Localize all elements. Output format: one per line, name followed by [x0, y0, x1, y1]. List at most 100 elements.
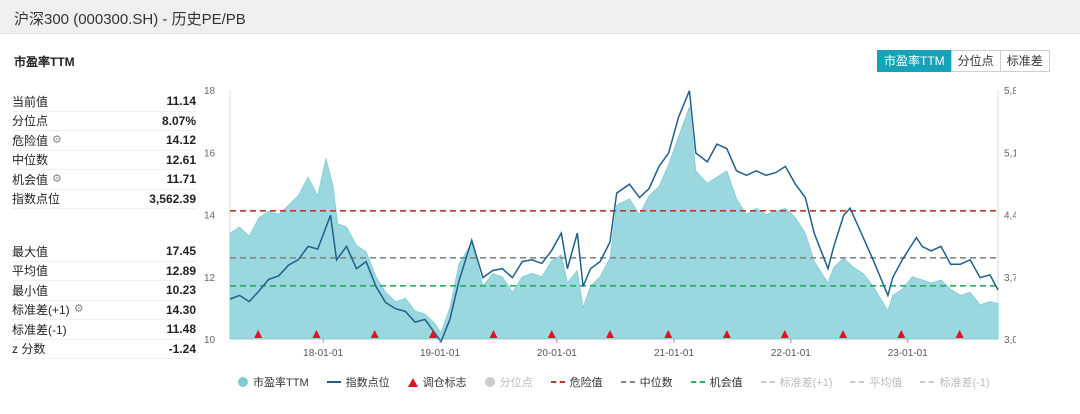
y-left-tick-label: 12 [204, 273, 216, 284]
rebalance-marker [312, 330, 321, 338]
stat-value: 10.23 [165, 283, 196, 298]
rebalance-marker [547, 330, 556, 338]
legend-item[interactable]: 分位点 [484, 374, 533, 390]
rebalance-marker [605, 330, 614, 338]
window-title: 沪深300 (000300.SH) - 历史PE/PB [14, 11, 246, 28]
stat-label-text: 分位点 [12, 114, 49, 129]
legend-dash-icon [620, 381, 635, 383]
stat-label-text: 机会值 [12, 172, 49, 187]
stats-panel-current: 当前值 11.14 分位点 8.07% 危险值 ⚙ 14.12 中位数 12.61 机会值 ⚙ 11.… [12, 92, 196, 209]
legend-item[interactable]: 中位数 [620, 374, 673, 390]
legend-item[interactable]: 危险值 [550, 374, 603, 390]
legend-item[interactable]: 机会值 [690, 374, 743, 390]
gear-icon[interactable]: ⚙ [52, 133, 62, 146]
stat-value: 3,562.39 [149, 191, 196, 206]
stats-panel-history: 最大值 17.45 平均值 12.89 最小值 10.23 标准差(+1) ⚙ 14.30 标准差… [12, 242, 196, 359]
y-left-tick-label: 14 [204, 211, 216, 222]
x-tick-label: 21-01-01 [654, 348, 694, 359]
y-left-tick-label: 16 [204, 148, 216, 159]
y-left-tick-label: 18 [204, 86, 216, 97]
legend-label: 指数点位 [345, 377, 390, 389]
rebalance-marker [428, 330, 437, 338]
stat-label-text: 平均值 [12, 264, 49, 279]
y-left-tick-label: 10 [204, 335, 216, 346]
rebalance-marker [722, 330, 731, 338]
stat-label: 标准差(-1) [12, 321, 67, 338]
legend-label: 分位点 [499, 377, 533, 389]
rebalance-marker [955, 330, 964, 338]
legend-dash-icon [690, 381, 705, 383]
legend-label: 市盈率TTM [253, 377, 309, 389]
x-tick-label: 19-01-01 [420, 348, 460, 359]
gear-icon[interactable]: ⚙ [73, 303, 84, 316]
legend-label: 平均值 [869, 377, 903, 389]
legend-item[interactable]: 标准差(-1) [920, 374, 990, 390]
stat-row: 标准差(-1) 11.48 [12, 320, 196, 340]
legend-item[interactable]: 指数点位 [326, 374, 390, 390]
stat-label: 危险值 ⚙ [12, 132, 63, 149]
stat-label-text: 当前值 [12, 94, 49, 109]
stat-label: z 分数 [12, 340, 45, 357]
stat-value: 11.48 [166, 322, 196, 337]
rebalance-marker [664, 330, 673, 338]
legend-label: 标准差(+1) [779, 377, 833, 389]
x-tick-label: 20-01-01 [537, 348, 577, 359]
legend-dash-icon [920, 381, 935, 383]
stat-value: 12.61 [165, 152, 196, 167]
stat-label: 中位数 [12, 151, 48, 168]
x-tick-label: 22-01-01 [771, 348, 811, 359]
y-right-tick-label: 5,808 [1004, 86, 1016, 97]
y-right-tick-label: 4,410 [1004, 211, 1016, 222]
stat-label: 最大值 [12, 243, 48, 260]
stat-row: 标准差(+1) ⚙ 14.30 [12, 301, 196, 320]
stat-value: 17.45 [165, 244, 196, 259]
rebalance-marker [489, 330, 498, 338]
legend-item[interactable]: 市盈率TTM [238, 374, 309, 390]
gear-icon[interactable]: ⚙ [52, 172, 62, 185]
stat-label-text: z 分数 [12, 342, 46, 357]
stat-label-text: 标准差(-1) [12, 322, 67, 337]
chart-legend: 市盈率TTM 指数点位 调仓标志 分位点 危险值 中位数 机会值 标准差(+1) 平均值 标准差(… [238, 374, 1008, 390]
stat-row: z 分数 -1.24 [12, 340, 196, 359]
legend-dash-icon [850, 381, 865, 383]
stat-row: 分位点 8.07% [12, 112, 196, 131]
pe-history-chart: 10 12 14 16 18 3,010 3,710 4,410 5,110 5,808 18-01… [204, 86, 1016, 359]
legend-dot-icon [238, 377, 248, 387]
tab-percentile[interactable]: 分位点 [950, 50, 1001, 72]
stat-row: 危险值 ⚙ 14.12 [12, 131, 196, 151]
legend-label: 危险值 [569, 377, 603, 389]
stat-row: 当前值 11.14 [12, 92, 196, 112]
metric-tabs: 市盈率TTM 分位点 标准差 [877, 50, 1050, 72]
stat-row: 最小值 10.23 [12, 281, 196, 301]
window-titlebar: 沪深300 (000300.SH) - 历史PE/PB [0, 0, 1080, 34]
y-right-tick-label: 5,110 [1004, 148, 1016, 159]
legend-item[interactable]: 调仓标志 [407, 374, 467, 390]
tab-std-dev[interactable]: 标准差 [999, 50, 1050, 72]
stat-row: 最大值 17.45 [12, 242, 196, 262]
stat-label: 当前值 [12, 93, 48, 110]
legend-label: 中位数 [639, 377, 673, 389]
x-tick-label: 23-01-01 [888, 348, 928, 359]
legend-item[interactable]: 标准差(+1) [760, 374, 833, 390]
legend-label: 标准差(-1) [939, 377, 990, 389]
rebalance-marker [254, 330, 263, 338]
index-level-line [229, 90, 999, 344]
legend-dot-icon [484, 377, 495, 387]
stat-label: 平均值 [12, 262, 48, 279]
legend-item[interactable]: 平均值 [850, 374, 902, 390]
stat-value: 14.12 [165, 133, 196, 148]
rebalance-marker [780, 330, 789, 338]
stat-label-text: 中位数 [12, 153, 49, 168]
legend-dash-icon [760, 381, 775, 383]
pe-ttm-area [229, 106, 999, 340]
tab-pe-ttm[interactable]: 市盈率TTM [877, 50, 952, 72]
stat-row: 指数点位 3,562.39 [12, 190, 196, 209]
rebalance-marker [370, 330, 379, 338]
stat-label-text: 指数点位 [12, 192, 61, 207]
stat-label-text: 危险值 [12, 133, 49, 148]
stat-label-text: 最大值 [12, 244, 49, 259]
stat-label: 最小值 [12, 282, 48, 299]
legend-dash-icon [550, 381, 565, 383]
stat-label: 标准差(+1) ⚙ [12, 301, 85, 318]
legend-label: 调仓标志 [422, 377, 467, 389]
